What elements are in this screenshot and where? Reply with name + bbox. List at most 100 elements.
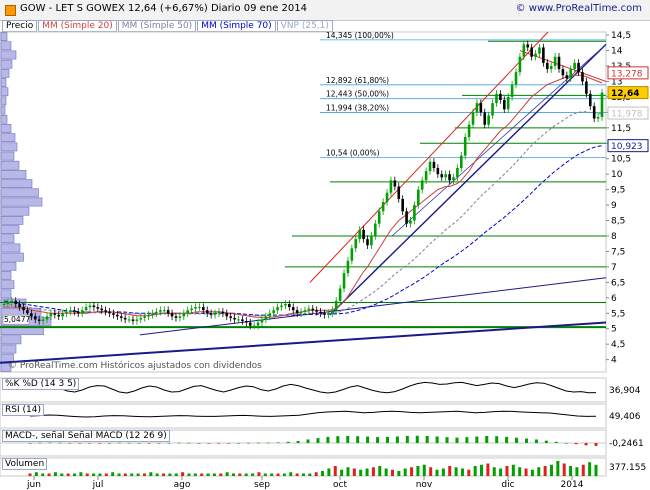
- macd-bar: [366, 436, 370, 443]
- volume-bar: [518, 467, 522, 476]
- macd-bar: [157, 443, 161, 444]
- candle-body: [284, 304, 287, 306]
- volume-bar: [123, 473, 127, 476]
- volume-bar: [340, 469, 344, 476]
- candle-body: [561, 69, 565, 76]
- volume-bar: [111, 472, 115, 476]
- candle-body: [459, 155, 463, 168]
- macd-bar: [376, 437, 380, 443]
- volume-bar: [435, 469, 439, 476]
- candle-body: [588, 93, 592, 107]
- macd-title[interactable]: MACD-, señal Señal MACD (12 26 9): [2, 430, 170, 442]
- candle-body: [186, 310, 189, 314]
- fibonacci-label: 12,443 (50,00%): [326, 90, 389, 99]
- volume-bar: [588, 462, 592, 476]
- volume-profile-bar: [0, 151, 15, 161]
- macd-bar: [544, 440, 548, 443]
- candle-body: [381, 202, 385, 212]
- candle-body: [393, 180, 397, 187]
- watermark: © ProRealTime.com Históricos ajustados c…: [8, 360, 262, 371]
- candle-body: [178, 316, 182, 318]
- volume-title[interactable]: Volumen: [2, 458, 48, 470]
- candle-body: [248, 322, 252, 326]
- candle-body: [147, 314, 150, 317]
- candle-body: [233, 317, 236, 320]
- candle-body: [577, 62, 580, 73]
- volume-bar: [562, 463, 566, 476]
- fibonacci-label: 10,54 (0,00%): [326, 148, 380, 157]
- trendline-mid: [139, 277, 607, 336]
- candle-body: [502, 100, 506, 110]
- x-tick-label: 2014: [561, 480, 584, 490]
- volume-bar: [499, 468, 503, 476]
- subpanel-value: 49,406: [609, 412, 641, 422]
- volume-bar: [403, 468, 407, 476]
- volume-bar: [505, 466, 509, 476]
- candle-body: [592, 106, 596, 119]
- candle-body: [534, 53, 537, 57]
- macd-bar: [266, 442, 270, 444]
- volume-bar: [416, 466, 420, 476]
- candle-body: [92, 305, 96, 308]
- brand-link[interactable]: © www.ProRealTime.com: [515, 3, 642, 14]
- candle-body: [331, 310, 334, 314]
- volume-profile-bar: [0, 170, 27, 179]
- y-tick-label: 5: [611, 325, 617, 335]
- macd-bar: [485, 435, 489, 443]
- candle-body: [22, 307, 25, 311]
- candle-body: [342, 273, 346, 289]
- volume-bar: [467, 469, 471, 476]
- volume-bar: [359, 469, 363, 476]
- candle-body: [116, 314, 119, 317]
- candle-body: [198, 307, 201, 309]
- candle-body: [108, 311, 111, 314]
- trendline-long: [0, 321, 607, 364]
- candle-body: [162, 310, 166, 312]
- volume-profile-bar: [0, 105, 6, 115]
- volume-bar: [422, 464, 426, 476]
- candle-body: [26, 310, 29, 314]
- candle-body: [194, 307, 197, 309]
- volume-bar: [530, 469, 534, 476]
- macd-bar: [28, 443, 32, 444]
- candle-body: [573, 62, 576, 70]
- volume-profile-bar: [0, 289, 12, 299]
- rsi-legend: RSI (14): [2, 404, 45, 416]
- candle-body: [413, 205, 416, 221]
- volume-bar: [295, 473, 299, 476]
- volume-bar: [384, 468, 388, 476]
- volume-bar: [104, 473, 108, 476]
- channel-upper: [309, 31, 549, 283]
- candle-body: [346, 260, 350, 274]
- volume-bar: [270, 473, 274, 476]
- volume-bar: [219, 473, 223, 476]
- subpanel-value: 36,904: [609, 386, 641, 396]
- candle-body: [549, 66, 553, 70]
- candle-body: [428, 161, 432, 172]
- macd-bar: [217, 443, 221, 444]
- stoch-legend: %K %D (14 3 5): [2, 378, 80, 390]
- volume-profile-bar: [0, 114, 8, 124]
- candle-body: [424, 171, 428, 181]
- volume-bar: [289, 472, 293, 476]
- candle-body: [448, 174, 451, 181]
- candle-body: [268, 313, 272, 317]
- candle-body: [96, 307, 100, 309]
- candle-body: [358, 229, 361, 240]
- volume-bar: [327, 468, 331, 476]
- indicator-line: [29, 381, 597, 394]
- candle-body: [260, 319, 264, 323]
- volume-profile-bar: [0, 188, 39, 198]
- volume-bar: [556, 461, 560, 476]
- candle-body: [514, 72, 518, 85]
- trendline-channel-low: [329, 43, 607, 316]
- candle-body: [69, 310, 72, 312]
- macd-bar: [395, 436, 399, 443]
- candle-body: [569, 69, 573, 79]
- candle-body: [440, 174, 444, 178]
- rsi-title[interactable]: RSI (14): [2, 404, 44, 416]
- volume-profile-bar: [0, 344, 17, 354]
- candle-body: [522, 44, 526, 57]
- macd-bar: [127, 442, 131, 444]
- stoch-title[interactable]: %K %D (14 3 5): [2, 378, 80, 390]
